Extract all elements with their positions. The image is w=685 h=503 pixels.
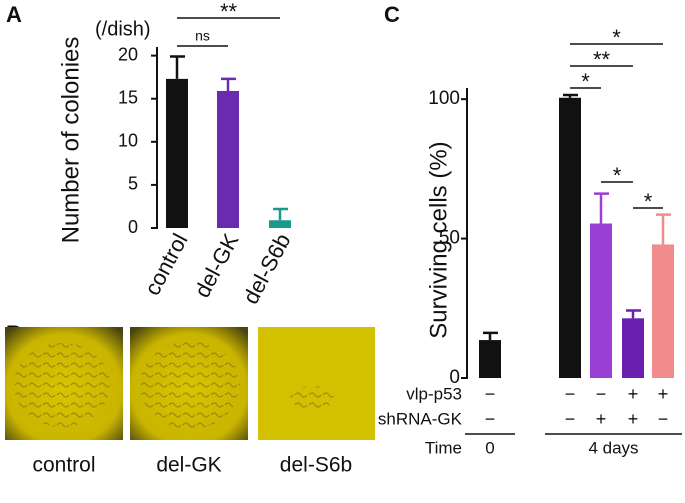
time-group: 4 days (588, 438, 638, 457)
condition-value: + (628, 409, 639, 429)
y-tick-label: 20 (118, 44, 138, 64)
x-tick-label: del-S6b (238, 229, 296, 308)
error-bar (273, 207, 288, 221)
error-bar (563, 93, 578, 98)
condition-value: + (658, 384, 669, 404)
image-label: del-GK (156, 454, 221, 477)
y-tick-label: 10 (118, 131, 138, 151)
condition-value: + (596, 409, 607, 429)
significance-label: ** (593, 47, 611, 72)
bar (622, 318, 644, 378)
condition-value: − (485, 409, 496, 429)
condition-value: − (565, 409, 576, 429)
bar (559, 97, 581, 378)
y-tick-label: 0 (449, 367, 460, 388)
bar (269, 220, 291, 228)
bar (217, 90, 239, 228)
condition-value: − (596, 384, 607, 404)
x-tick-label: control (139, 229, 192, 299)
micrograph (5, 327, 375, 440)
y-axis-label: Surviving cells (%) (425, 141, 452, 338)
panel-label: A (6, 2, 22, 27)
significance-label: * (581, 69, 590, 94)
panel-label: C (384, 2, 400, 27)
error-bar (656, 213, 671, 245)
y-axis-label: Number of colonies (57, 37, 84, 244)
condition-value: − (658, 409, 669, 429)
image-label: del-S6b (280, 454, 352, 477)
bar (479, 340, 501, 378)
time-group: 0 (485, 438, 494, 457)
significance-label: ns (195, 28, 210, 44)
y-unit: (/dish) (95, 18, 151, 40)
condition-value: − (565, 384, 576, 404)
y-tick-label: 15 (118, 87, 138, 107)
y-tick-label: 0 (128, 217, 138, 237)
y-tick-label: 100 (428, 88, 460, 109)
time-name: Time (425, 438, 462, 457)
y-tick-label: 50 (439, 228, 460, 249)
error-bar (594, 192, 609, 224)
bar (652, 244, 674, 378)
condition-name: shRNA-GK (378, 409, 463, 428)
condition-name: vlp-p53 (406, 384, 462, 403)
error-bar (170, 55, 185, 79)
condition-value: − (485, 384, 496, 404)
x-tick-label: del-GK (189, 229, 243, 301)
significance-label: ** (220, 0, 238, 24)
condition-value: + (628, 384, 639, 404)
bar (590, 223, 612, 378)
significance-label: * (612, 25, 621, 50)
significance-label: * (613, 163, 622, 188)
image-label: control (32, 454, 95, 477)
error-bar (626, 309, 641, 319)
error-bar (221, 77, 236, 91)
y-tick-label: 5 (128, 174, 138, 194)
error-bar (483, 331, 498, 341)
significance-label: * (644, 189, 653, 214)
bar (166, 78, 188, 228)
